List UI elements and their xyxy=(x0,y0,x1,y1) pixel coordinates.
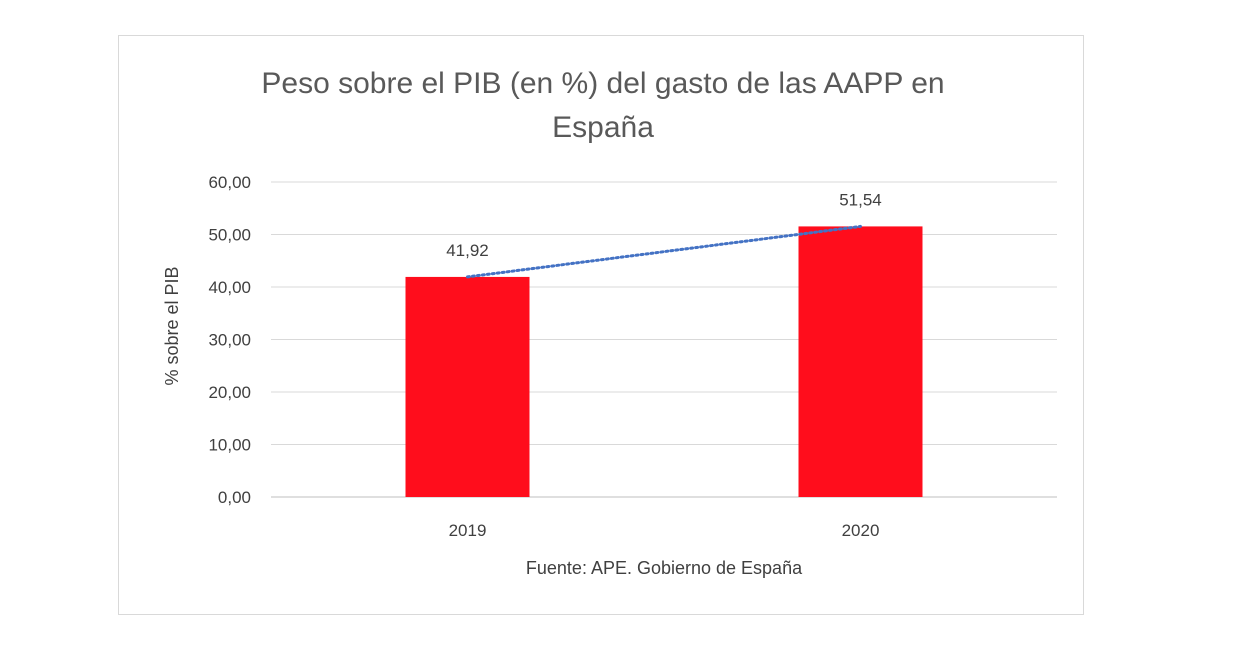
bar-2019 xyxy=(405,276,530,497)
chart-canvas: Peso sobre el PIB (en %) del gasto de la… xyxy=(162,67,1057,578)
data-labels: 41,92 51,54 xyxy=(446,190,882,260)
y-tick-label-0: 0,00 xyxy=(218,488,251,507)
gridlines xyxy=(271,181,1057,498)
x-tick-label-2019: 2019 xyxy=(449,521,487,540)
chart-title-line-2: España xyxy=(552,111,654,144)
trendline xyxy=(466,224,862,279)
bar-2020 xyxy=(798,226,923,498)
x-tick-label-2020: 2020 xyxy=(842,521,880,540)
chart-title-line-1: Peso sobre el PIB (en %) del gasto de la… xyxy=(261,67,944,100)
x-axis-ticks: 2019 2020 xyxy=(449,521,880,540)
y-tick-label-5: 50,00 xyxy=(208,226,251,245)
data-label-2019: 41,92 xyxy=(446,241,489,260)
chart-source: Fuente: APE. Gobierno de España xyxy=(526,558,803,578)
y-axis-ticks: 0,00 10,00 20,00 30,00 40,00 50,00 60,00 xyxy=(208,173,251,507)
data-label-2020: 51,54 xyxy=(839,190,882,209)
y-tick-label-1: 10,00 xyxy=(208,436,251,455)
y-tick-label-4: 40,00 xyxy=(208,278,251,297)
bars xyxy=(405,226,923,498)
chart-frame: Peso sobre el PIB (en %) del gasto de la… xyxy=(118,35,1084,615)
y-tick-label-3: 30,00 xyxy=(208,331,251,350)
y-tick-label-6: 60,00 xyxy=(208,173,251,192)
y-axis-title: % sobre el PIB xyxy=(162,266,182,385)
trendline-segment-0 xyxy=(466,224,862,279)
y-tick-label-2: 20,00 xyxy=(208,383,251,402)
